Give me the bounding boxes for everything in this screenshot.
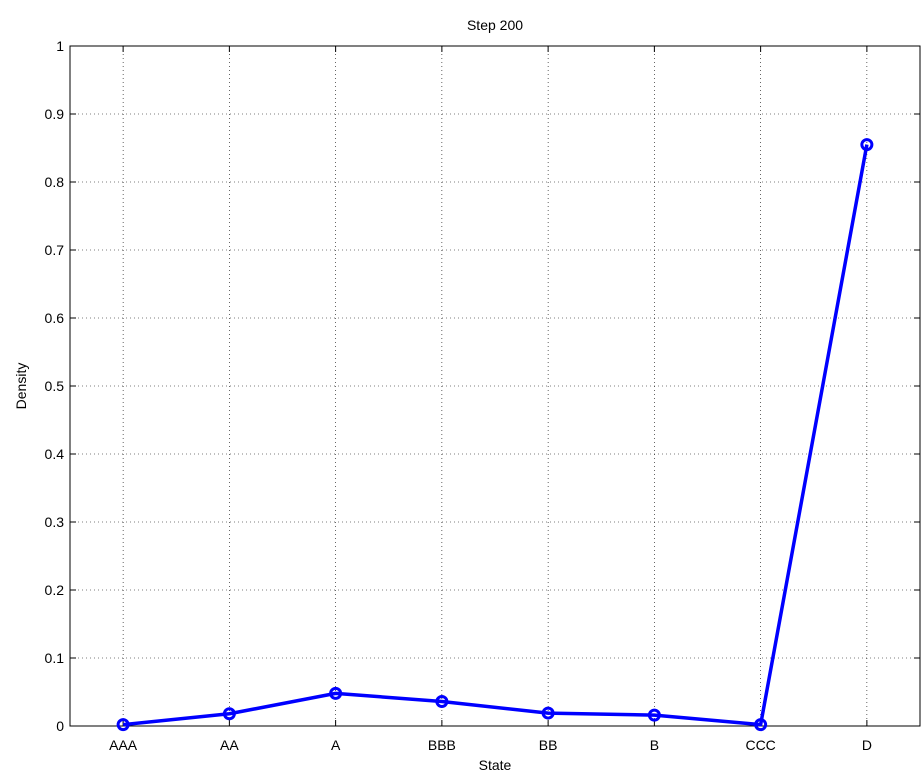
x-tick-label: CCC xyxy=(745,737,775,753)
data-point-marker xyxy=(754,718,768,732)
data-point-marker xyxy=(222,707,236,721)
y-tick-label: 0.4 xyxy=(45,446,65,462)
x-tick-label: AA xyxy=(220,737,239,753)
y-tick-label: 0.3 xyxy=(45,514,65,530)
y-tick-label: 0.2 xyxy=(45,582,65,598)
series-group xyxy=(116,138,874,732)
y-tick-label: 0.6 xyxy=(45,310,65,326)
data-point-marker xyxy=(435,695,449,709)
x-tick-label: BBB xyxy=(428,737,456,753)
y-axis-tick-labels: 0 0.1 0.2 0.3 0.4 0.5 0.6 0.7 0.8 0.9 1 xyxy=(45,38,65,734)
y-tick-label: 0.1 xyxy=(45,650,65,666)
y-tick-label: 1 xyxy=(56,38,64,54)
data-point-marker xyxy=(541,706,555,720)
series-line xyxy=(122,144,869,727)
x-axis-tick-labels: AAA AA A BBB BB B CCC D xyxy=(109,737,872,753)
y-tick-label: 0.8 xyxy=(45,174,65,190)
y-tick-label: 0.5 xyxy=(45,378,65,394)
chart-title: Step 200 xyxy=(467,17,523,33)
x-tick-label: B xyxy=(650,737,659,753)
x-tick-label: BB xyxy=(539,737,558,753)
data-point-marker xyxy=(647,708,661,722)
y-tick-label: 0 xyxy=(56,718,64,734)
y-tick-label: 0.9 xyxy=(45,106,65,122)
x-axis-title: State xyxy=(479,757,512,773)
x-tick-label: D xyxy=(862,737,872,753)
axis-ticks xyxy=(70,45,920,727)
y-tick-label: 0.7 xyxy=(45,242,65,258)
data-point-marker xyxy=(860,138,874,152)
y-axis-title: Density xyxy=(13,363,29,410)
data-point-marker xyxy=(329,686,343,700)
x-tick-label: A xyxy=(331,737,341,753)
grid-lines xyxy=(70,46,920,726)
data-point-marker xyxy=(116,718,130,732)
x-tick-label: AAA xyxy=(109,737,138,753)
